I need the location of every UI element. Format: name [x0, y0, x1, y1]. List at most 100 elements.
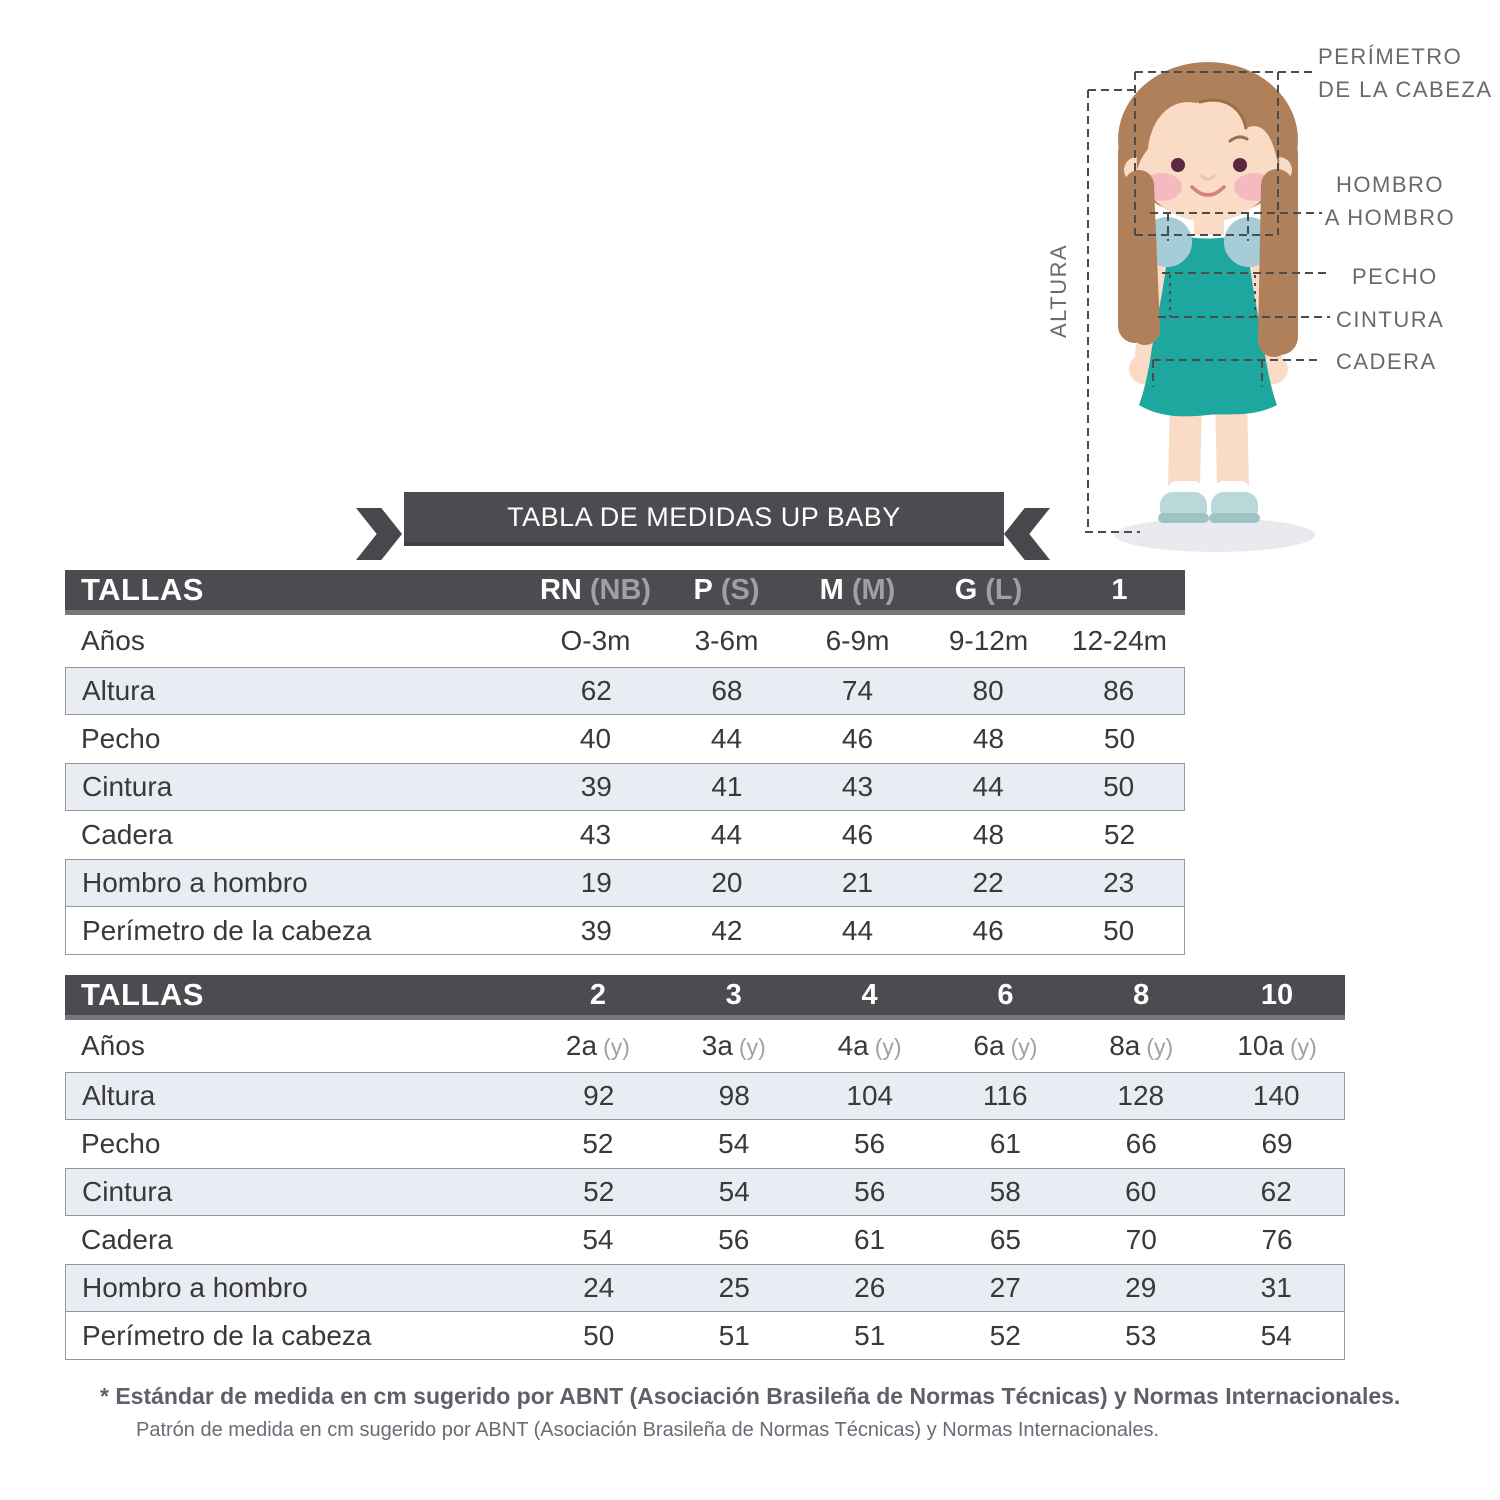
- cell: 27: [938, 1272, 1074, 1304]
- cell-text: 25: [718, 1272, 750, 1303]
- age-cell: 8a (y): [1073, 1030, 1209, 1062]
- cell-text: 50: [1103, 914, 1135, 946]
- size-column-header-text: G: [954, 573, 978, 606]
- cell: 25: [667, 1272, 803, 1304]
- cell-text: 26: [854, 1272, 886, 1303]
- age-row-label: Años: [81, 625, 145, 656]
- row-label: Pecho: [81, 723, 161, 754]
- cell: 70: [1073, 1224, 1209, 1256]
- girl-illustration: [1085, 62, 1330, 552]
- age-row: Años O-3m 3-6m 6-9m 9-12m 12-24m: [65, 615, 1185, 667]
- cell: 42: [662, 915, 793, 947]
- cell-text: 52: [1103, 819, 1136, 850]
- size-column-header-subtext: (L): [985, 573, 1023, 606]
- cell-text: 66: [1125, 1128, 1157, 1159]
- table-row: Cadera 54 56 61 65 70 76: [65, 1216, 1345, 1264]
- cell-text: 51: [854, 1319, 886, 1351]
- size-table-kids: TALLAS 2 3 4 6 8 10 Años 2a (y) 3a (y) 4a (y) 6a (y) 8a(…: [65, 975, 1345, 1360]
- girl-side-hair-right: [1258, 169, 1293, 357]
- cell: 50: [531, 1320, 667, 1352]
- cell-text: 56: [854, 1176, 886, 1207]
- size-column-header-text: 10: [1260, 978, 1294, 1011]
- size-column-header-text: 1: [1111, 573, 1128, 606]
- cell: 69: [1209, 1128, 1345, 1160]
- cell-text: 104: [846, 1080, 894, 1111]
- age-cell-text: 12-24m: [1072, 625, 1167, 656]
- cell-text: 52: [582, 1128, 614, 1159]
- cell-text: 53: [1125, 1319, 1157, 1351]
- age-cell-text: 9-12m: [948, 625, 1029, 656]
- girl-shoes: [1158, 492, 1260, 523]
- cell: 51: [802, 1320, 938, 1352]
- cell-text: 43: [841, 771, 874, 802]
- cell-text: 56: [718, 1224, 750, 1255]
- page-title: TABLA DE MEDIDAS UP BABY: [507, 501, 901, 532]
- table-row: Altura 62 68 74 80 86: [65, 667, 1185, 715]
- size-column-header-text: 6: [997, 978, 1014, 1011]
- cell-text: 21: [841, 867, 874, 898]
- cell-text: 54: [718, 1176, 750, 1207]
- girl-figure: [1115, 62, 1315, 552]
- cell: 60: [1073, 1176, 1209, 1208]
- label-hombro-a-hombro: HOMBRO A HOMBRO: [1320, 168, 1460, 234]
- cell-text: 74: [841, 675, 874, 706]
- cell-text: 29: [1125, 1272, 1157, 1303]
- row-label: Cadera: [81, 819, 173, 850]
- cell: 74: [792, 675, 923, 707]
- cell-text: 31: [1260, 1272, 1292, 1303]
- age-cell: O-3m: [530, 625, 661, 657]
- table-row: Hombro a hombro 24 25 26 27 29 31: [65, 1264, 1345, 1312]
- row-label: Hombro a hombro: [82, 1272, 308, 1303]
- cell-text: 116: [982, 1080, 1028, 1111]
- cell-text: 44: [972, 771, 1004, 802]
- age-cell: 9-12m: [923, 625, 1054, 657]
- cell-text: 44: [710, 819, 743, 850]
- age-cell: 3a (y): [666, 1030, 802, 1062]
- cell: 26: [802, 1272, 938, 1304]
- cell: 46: [923, 915, 1054, 947]
- cell: 44: [923, 771, 1054, 803]
- row-label: Altura: [82, 675, 156, 706]
- cell-text: 65: [989, 1224, 1021, 1255]
- size-column-header-text: 2: [589, 978, 606, 1011]
- cell-text: 39: [580, 914, 612, 946]
- table-row: Pecho 52 54 56 61 66 69: [65, 1120, 1345, 1168]
- cell-text: 46: [972, 914, 1004, 946]
- cell: 39: [531, 915, 662, 947]
- cell-text: 70: [1125, 1224, 1157, 1255]
- cell: 20: [662, 867, 793, 899]
- table-row: Pecho 40 44 46 48 50: [65, 715, 1185, 763]
- table-row: Perímetro de la cabeza 39 42 44 46 50: [65, 907, 1185, 955]
- cell: 68: [662, 675, 793, 707]
- label-perimetro-line1: PERÍMETRO: [1318, 44, 1463, 69]
- age-cell-text: 3-6m: [694, 625, 759, 656]
- size-column-header: 8: [1073, 979, 1209, 1012]
- cell-text: 52: [583, 1176, 615, 1207]
- label-hombro-line1: HOMBRO: [1336, 172, 1444, 197]
- cell: 53: [1073, 1320, 1209, 1352]
- girl-right-eye: [1233, 158, 1247, 172]
- size-column-header-text: M: [819, 573, 844, 606]
- cell-text: 60: [1125, 1176, 1157, 1207]
- size-column-header: M (M): [792, 574, 923, 607]
- row-label: Perímetro de la cabeza: [82, 914, 372, 946]
- cell: 50: [1053, 915, 1184, 947]
- girl-mouth: [1190, 185, 1226, 197]
- cell-text: 61: [853, 1224, 886, 1255]
- table-row: Altura 92 98 104 116 128 140: [65, 1072, 1345, 1120]
- cell-text: 19: [580, 867, 612, 898]
- cell: 44: [661, 819, 792, 851]
- cell-text: 76: [1261, 1224, 1293, 1255]
- cell-text: 50: [1103, 723, 1136, 754]
- cell: 50: [1053, 771, 1184, 803]
- size-column-header: G (L): [923, 574, 1054, 607]
- cell: 52: [531, 1176, 667, 1208]
- label-pecho: PECHO: [1352, 264, 1438, 289]
- table-row: Perímetro de la cabeza 50 51 51 52 53 54: [65, 1312, 1345, 1360]
- cell-text: 128: [1117, 1080, 1165, 1111]
- age-cell-text: 2a: [565, 1030, 598, 1061]
- cell: 62: [1209, 1176, 1345, 1208]
- table-row: Hombro a hombro 19 20 21 22 23: [65, 859, 1185, 907]
- cell-text: 62: [580, 675, 612, 706]
- age-cell-subtext: (y): [874, 1034, 902, 1060]
